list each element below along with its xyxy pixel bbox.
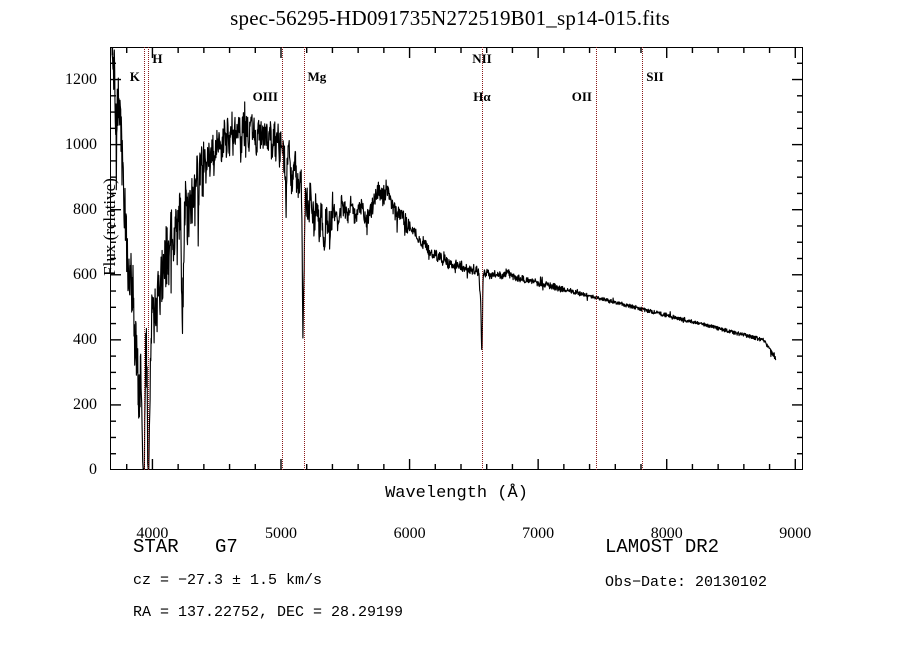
page-title: spec-56295-HD091735N272519B01_sp14-015.f… [230, 6, 670, 30]
line-marker-OIII [281, 47, 283, 470]
survey-name: LAMOST DR2 [605, 536, 720, 558]
line-label-Mg: Mg [307, 69, 327, 84]
y-tick-label: 0 [89, 461, 97, 478]
y-tick-label: 400 [73, 330, 97, 348]
object-type: STAR [133, 536, 179, 558]
line-marker-H [148, 47, 150, 470]
radial-velocity: cz = −27.3 ± 1.5 km/s [133, 572, 323, 589]
line-marker-H [481, 47, 483, 470]
x-tick-label: 4000 [136, 525, 169, 542]
line-label-K: K [129, 69, 140, 84]
line-marker-OII [596, 47, 597, 470]
line-label-OII: OII [571, 89, 592, 104]
y-tick-label: 1200 [65, 70, 97, 88]
coordinates: RA = 137.22752, DEC = 28.29199 [133, 604, 404, 621]
spectrum-canvas [110, 47, 803, 470]
x-tick-label: 9000 [779, 525, 812, 542]
line-label-H: Hα [473, 89, 491, 104]
x-tick-label: 8000 [650, 525, 683, 542]
spectrum-plot: 0 200 400 600 800 1000 1200 4000 5000 6000 7000 800… [65, 47, 811, 542]
line-marker-Mg [303, 47, 305, 470]
y-tick-label: 200 [73, 395, 97, 413]
x-tick-label: 6000 [393, 525, 426, 542]
x-tick-label: 5000 [265, 525, 297, 542]
spectrum-trace [111, 49, 777, 470]
spectral-class: G7 [215, 536, 238, 558]
line-label-H: H [152, 51, 163, 66]
line-label-SII: SII [646, 69, 664, 84]
line-marker-K [143, 47, 145, 470]
y-tick-label: 600 [73, 265, 97, 283]
y-tick-label: 1000 [65, 135, 97, 153]
y-axis-label: Flux (relative) [100, 178, 119, 276]
x-tick-label: 7000 [522, 525, 555, 542]
x-axis-label: Wavelength (Å) [385, 484, 528, 503]
line-marker-SII [642, 47, 644, 470]
y-tick-label: 800 [73, 200, 97, 218]
obs-date: Obs−Date: 20130102 [605, 574, 768, 591]
line-label-OIII: OIII [252, 89, 278, 104]
